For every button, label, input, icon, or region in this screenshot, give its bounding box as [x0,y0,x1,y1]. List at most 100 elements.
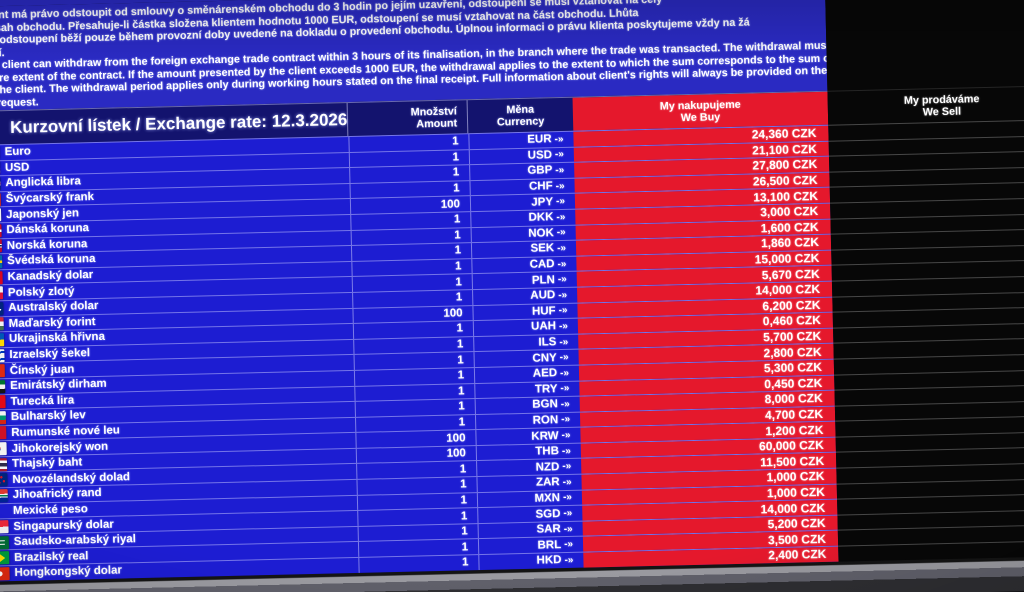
currency-flag-icon [0,457,8,472]
we-sell-top-spacer [825,0,1024,91]
currency-code-cell: BGN -» [474,396,580,414]
amount-value: 100 [355,430,476,448]
currency-header-czech: Měna [506,103,535,116]
currency-flag-icon [0,379,6,394]
arrow-right-icon: -» [561,429,571,442]
amount-value: 1 [358,555,479,573]
currency-code: SGD [535,507,561,521]
currency-code-cell: THB -» [475,443,582,461]
currency-code-cell: SGD -» [477,505,583,523]
currency-flag-icon [0,442,7,456]
currency-code-cell: CAD -» [471,256,577,274]
amount-value: 1 [348,134,469,152]
amount-value: 1 [357,523,478,542]
arrow-right-icon: -» [554,149,564,161]
arrow-right-icon: -» [560,383,570,395]
currency-code: AED [532,367,558,380]
amount-column-header: Množství Amount [347,100,469,137]
currency-code-cell: SAR -» [477,521,583,539]
arrow-right-icon: -» [564,539,574,551]
currency-flag-icon [0,317,4,331]
amount-value: 100 [349,196,471,214]
currency-flag-icon [0,286,4,300]
currency-column-header: Měna Currency [468,98,574,133]
amount-value: 1 [352,321,474,339]
arrow-right-icon: -» [556,211,566,223]
currency-flag-icon [0,426,7,441]
currency-flag-icon [0,177,1,191]
amount-value: 1 [349,180,470,199]
amount-value: 1 [354,399,475,417]
amount-value: 1 [353,352,474,370]
arrow-right-icon: -» [558,289,568,301]
amount-value: 1 [355,414,476,433]
amount-value: 1 [356,477,477,495]
we-buy-header-english: We Buy [680,110,721,124]
rates-table-body: Euro 1 EUR -» 24,360 CZK USD 1 USD -» 21… [0,124,839,582]
currency-code-cell: AUD -» [472,287,578,305]
arrow-right-icon: -» [554,133,564,145]
arrow-right-icon: -» [555,180,565,192]
currency-flag-icon [0,520,9,534]
amount-value: 1 [356,461,477,479]
flag-cell [0,457,10,472]
arrow-right-icon: -» [558,305,568,317]
currency-code: AUD [530,289,556,302]
currency-code: JPY [531,195,554,209]
flag-cell [0,410,9,425]
currency-code: SEK [530,242,555,256]
arrow-right-icon: -» [555,164,565,177]
flag-cell [0,426,9,441]
currency-flag-icon [0,551,10,565]
currency-code-cell: JPY -» [469,194,576,212]
amount-value: 1 [352,290,473,308]
amount-value: 1 [351,258,472,277]
flag-cell [0,550,12,565]
amount-value: 1 [350,212,471,230]
flag-cell [0,488,11,503]
currency-code-cell: BRL -» [477,537,584,555]
amount-value: 1 [354,383,475,402]
currency-code-cell: NZD -» [476,459,582,477]
currency-flag-icon [0,488,8,503]
currency-flag-icon [0,192,1,207]
currency-header-english: Currency [496,114,545,128]
currency-code-cell: KRW -» [475,427,581,445]
currency-code-cell: GBP -» [469,162,575,180]
amount-value: 1 [350,243,472,261]
currency-flag-icon [0,239,3,254]
arrow-right-icon: -» [558,320,569,333]
flag-cell [0,504,11,519]
amount-value: 1 [357,508,478,526]
amount-value: 1 [353,336,474,355]
amount-header-english: Amount [416,116,458,130]
currency-code-cell: ILS -» [473,334,579,352]
currency-code: HUF [531,304,556,318]
we-sell-header-english: We Sell [922,105,962,118]
currency-code: NZD [535,460,560,474]
arrow-right-icon: -» [561,445,571,457]
amount-value: 100 [352,305,473,324]
currency-code: EUR [527,133,552,147]
amount-value: 100 [355,445,477,464]
currency-flag-icon [0,535,9,550]
arrow-right-icon: -» [564,554,574,566]
currency-code-cell: EUR -» [468,131,574,149]
currency-code: ILS [538,336,557,349]
arrow-right-icon: -» [559,367,570,379]
currency-code: BGN [532,398,558,412]
arrow-right-icon: -» [560,398,570,410]
currency-flag-icon [0,411,7,425]
currency-code-cell: DKK -» [470,209,576,227]
arrow-right-icon: -» [555,196,566,208]
arrow-right-icon: -» [563,507,573,520]
currency-flag-icon [0,348,5,363]
arrow-right-icon: -» [562,492,573,504]
currency-flag-icon [0,473,8,487]
currency-code-cell: TRY -» [474,381,580,399]
currency-flag-icon [0,270,3,285]
arrow-right-icon: -» [556,227,566,239]
arrow-right-icon: -» [562,476,572,488]
flag-cell [0,566,13,581]
